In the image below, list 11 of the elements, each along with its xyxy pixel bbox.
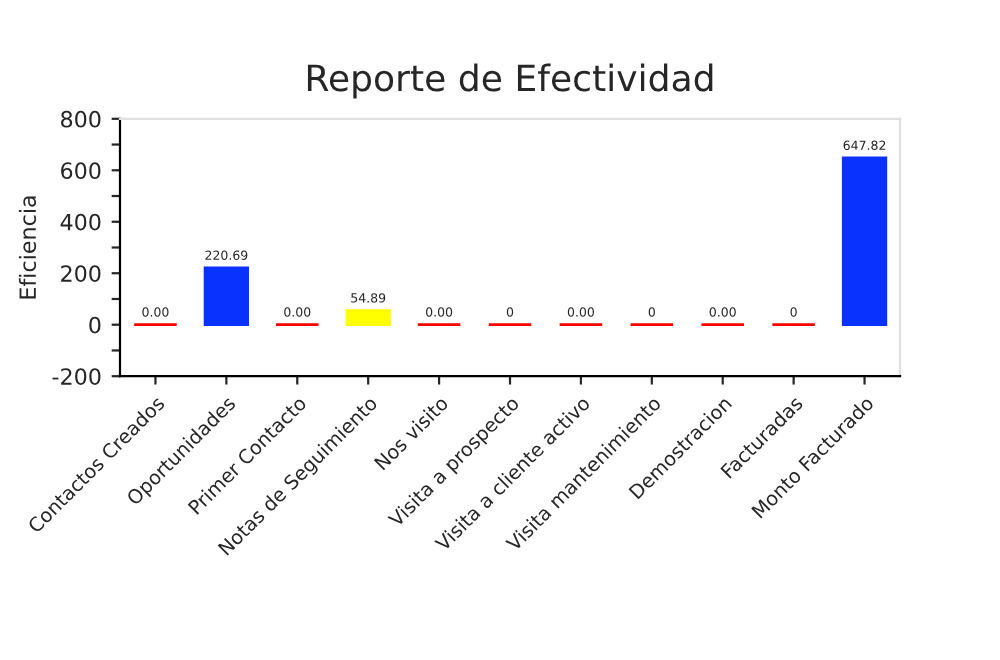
y-tick-label: -200 [52, 368, 101, 385]
y-tick-label: 200 [61, 265, 101, 282]
bar [841, 156, 888, 327]
bar [203, 266, 250, 327]
chart-title: Reporte de Efectividad [307, 63, 713, 99]
y-tick-label: 600 [61, 162, 101, 180]
y-tick-label: 400 [60, 213, 101, 231]
y-tick-label: 0 [89, 316, 101, 334]
y-axis-title: Eficiencia [18, 196, 37, 299]
y-tick-label: 800 [61, 110, 101, 128]
bar [345, 309, 391, 327]
